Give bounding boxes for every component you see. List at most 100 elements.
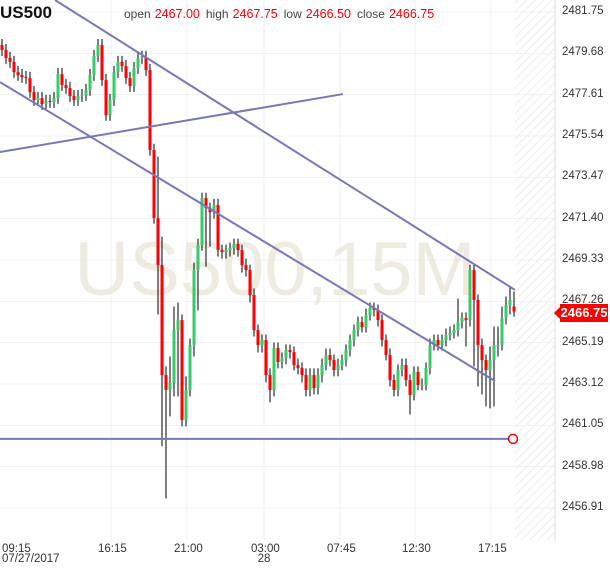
symbol: US500 (0, 3, 52, 22)
candle-up (444, 335, 448, 341)
candle-down (360, 322, 364, 328)
candle-down (236, 244, 240, 251)
candle-up (424, 368, 428, 385)
candle-down (8, 57, 12, 62)
candle-down (240, 250, 244, 265)
watermark: US500,15M (74, 227, 475, 312)
time-tick: 03:00 28 (251, 543, 280, 565)
candle-up (336, 365, 340, 371)
candle-up (116, 61, 120, 73)
price-tick-label: 2475.54 (562, 129, 604, 141)
time-tick: 17:15 (478, 543, 507, 555)
drawings[interactable] (0, 0, 519, 445)
close-label: close (356, 7, 385, 21)
close-value: 2466.75 (388, 7, 435, 21)
price-tick-label: 2473.47 (562, 170, 604, 183)
candle-up (212, 205, 216, 213)
candle-up (368, 308, 372, 316)
candle-up (452, 330, 456, 334)
price-tick-label: 2481.75 (562, 5, 604, 17)
candle-up (488, 360, 492, 371)
candle-down (0, 44, 4, 50)
candle-up (420, 384, 424, 386)
candle-up (200, 198, 204, 246)
price-tick-label: 2479.68 (562, 46, 604, 59)
candle-down (472, 269, 476, 300)
candle-up (36, 98, 40, 101)
candle-up (44, 101, 48, 105)
candle-up (356, 322, 360, 331)
candle-down (104, 80, 108, 116)
current-price-badge: 2466.75 (554, 304, 608, 322)
price-tick-label: 2465.19 (562, 335, 604, 348)
candle-up (504, 304, 508, 319)
time-tick-label: 03:00 (251, 543, 280, 555)
low-label: low (283, 7, 302, 21)
ohlc-header: US500 open 2467.00 high 2467.75 low 2466… (0, 3, 436, 23)
candle-up (80, 95, 84, 97)
candle-down (180, 320, 184, 420)
candle-down (164, 375, 168, 390)
candle-down (248, 269, 252, 295)
candle-down (20, 75, 24, 78)
candle-up (364, 315, 368, 328)
candle-down (68, 88, 72, 97)
candle-down (28, 78, 32, 93)
candle-up (428, 345, 432, 369)
candle-up (432, 340, 436, 346)
candle-down (480, 345, 484, 361)
candle-down (372, 308, 376, 311)
candle-down (208, 208, 212, 213)
time-tick-label: 21:00 (174, 543, 203, 555)
price-tick-label: 2467.26 (562, 294, 604, 307)
high-label: high (205, 7, 229, 21)
time-tick-sublabel: 28 (257, 553, 271, 565)
price-tick-label: 2461.05 (562, 418, 604, 431)
candle-up (228, 248, 232, 251)
candle-down (204, 198, 208, 209)
candle-up (96, 44, 100, 56)
candle-up (280, 358, 284, 363)
candle-down (4, 49, 8, 58)
candle-down (256, 330, 260, 346)
candle-up (492, 345, 496, 361)
candle-down (124, 66, 128, 79)
candle-down (388, 355, 392, 381)
candle-up (92, 55, 96, 76)
candle-up (108, 100, 112, 116)
candle-up (448, 333, 452, 336)
candles (0, 38, 516, 499)
time-tick-label: 12:30 (402, 543, 431, 555)
candle-down (512, 306, 516, 312)
candle-down (216, 205, 220, 251)
candle-up (352, 330, 356, 341)
time-tick: 16:15 (98, 543, 127, 555)
candle-up (196, 245, 200, 270)
candle-up (176, 320, 180, 331)
candle-up (140, 56, 144, 58)
candle-down (128, 78, 132, 87)
price-tick-label: 2477.61 (562, 87, 604, 100)
candle-down (268, 375, 272, 390)
candle-up (324, 355, 328, 366)
candle-down (328, 355, 332, 361)
candle-down (100, 44, 104, 81)
candle-down (60, 74, 64, 86)
candle-down (252, 294, 256, 331)
candle-down (404, 365, 408, 381)
horizontal-line-handle (507, 433, 519, 445)
candle-up (316, 375, 320, 388)
candle-up (440, 340, 444, 346)
time-tick: 09:15 07/27/2017 (2, 543, 60, 565)
time-tick-label: 07:45 (327, 543, 356, 555)
candle-down (16, 72, 20, 76)
candle-up (320, 365, 324, 376)
candle-down (304, 375, 308, 390)
candle-down (264, 340, 268, 376)
candle-up (460, 318, 464, 323)
trendline (0, 81, 496, 382)
price-tick-label: 2471.40 (562, 211, 604, 224)
candle-down (144, 56, 148, 71)
candle-up (396, 370, 400, 390)
